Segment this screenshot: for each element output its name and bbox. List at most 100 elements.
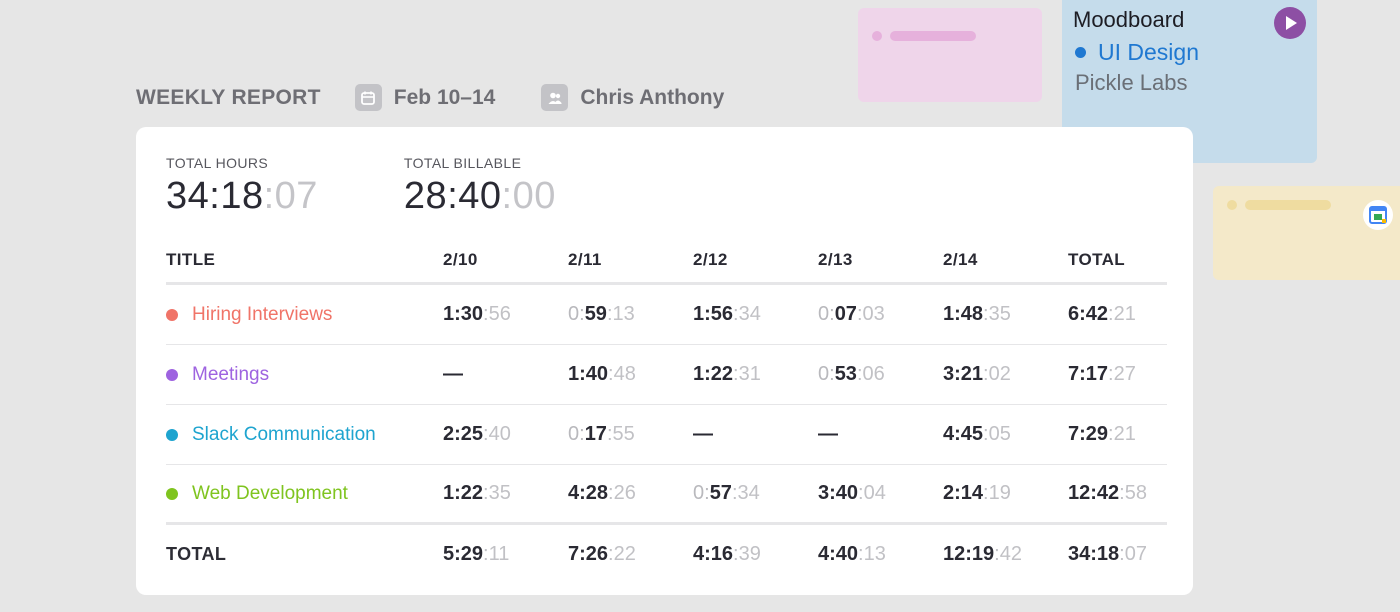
time-value: 4:28 (568, 482, 609, 504)
column-header[interactable]: 2/11 (568, 249, 602, 269)
entry-title: Moodboard (1073, 7, 1185, 32)
column-header[interactable]: 2/13 (818, 249, 853, 269)
table-row[interactable]: Hiring Interviews 1:30:56 0:59:13 1:56:34 0:… (166, 285, 1167, 345)
entry-project-name: UI Design (1098, 39, 1199, 65)
user-selector[interactable]: Chris Anthony (541, 84, 724, 111)
time-cell: 0:53:06 (818, 363, 943, 386)
time-seconds: :35 (983, 303, 1011, 325)
total-label: TOTAL (166, 543, 227, 564)
total-hours-value: 34:18:07 (166, 175, 318, 218)
time-cell: 1:40:48 (568, 363, 693, 386)
time-cell: 34:18:07 (1068, 543, 1167, 566)
column-header[interactable]: 2/12 (693, 249, 728, 269)
report-header: WEEKLY REPORT Feb 10–14 Chris Anthony (136, 84, 770, 111)
project-color-dot (166, 368, 178, 381)
time-cell: 4:28:26 (568, 482, 693, 505)
time-seconds: :06 (856, 363, 885, 385)
project-color-dot (1075, 47, 1086, 58)
time-cell: 1:22:35 (443, 482, 568, 505)
time-value: 1:22 (443, 482, 484, 504)
table-row[interactable]: Web Development 1:22:35 4:28:26 0:57:34 3:40… (166, 465, 1167, 525)
column-header[interactable]: 2/14 (943, 249, 978, 269)
time-hours: 0: (568, 423, 585, 445)
time-seconds: :40 (483, 423, 511, 445)
weekly-report-card: TOTAL HOURS 34:18:07 TOTAL BILLABLE 28:4… (136, 127, 1193, 595)
time-cell: 0:57:34 (693, 482, 818, 505)
time-cell: 12:19:42 (943, 543, 1068, 566)
total-hours-main: 34:18 (166, 175, 264, 217)
placeholder-bar (1245, 200, 1331, 210)
project-name[interactable]: Meetings (192, 363, 270, 385)
time-seconds: :11 (483, 542, 510, 565)
time-seconds: :58 (1119, 482, 1147, 504)
time-seconds: :34 (731, 482, 760, 504)
column-header[interactable]: TITLE (166, 249, 216, 269)
total-billable-value: 28:40:00 (404, 175, 556, 218)
report-title: WEEKLY REPORT (136, 85, 321, 109)
time-cell: — (443, 363, 568, 386)
time-value: 1:22 (693, 363, 734, 385)
time-seconds: :13 (606, 303, 635, 325)
project-cell: Slack Communication (166, 424, 443, 446)
project-name[interactable]: Hiring Interviews (192, 303, 333, 325)
time-cell: 3:40:04 (818, 482, 943, 505)
date-range-selector[interactable]: Feb 10–14 (354, 84, 496, 111)
column-header[interactable]: TOTAL (1068, 249, 1126, 269)
time-cell: 1:56:34 (693, 303, 818, 326)
total-hours-seconds: :07 (263, 175, 318, 217)
time-value: 3:21 (943, 363, 984, 385)
project-cell: Meetings (166, 364, 443, 386)
date-range-label: Feb 10–14 (393, 85, 496, 109)
time-value: 2:25 (443, 423, 484, 445)
time-cell: 0:07:03 (818, 303, 943, 326)
time-seconds: :42 (994, 542, 1022, 565)
empty-dash: — (693, 423, 713, 445)
time-seconds: :31 (733, 363, 761, 385)
time-cell: 7:17:27 (1068, 363, 1167, 386)
time-value: 07 (834, 303, 857, 325)
time-value: 5:29 (443, 542, 484, 565)
time-seconds: :03 (856, 303, 885, 325)
time-seconds: :55 (606, 423, 635, 445)
time-seconds: :19 (983, 482, 1011, 504)
time-value: 12:19 (943, 542, 995, 565)
placeholder-bar (890, 31, 976, 41)
time-value: 7:17 (1068, 363, 1109, 385)
time-hours: 0: (568, 303, 585, 325)
user-icon (541, 84, 569, 111)
total-billable-main: 28:40 (403, 175, 502, 217)
table-row[interactable]: Meetings —1:40:48 1:22:31 0:53:06 3:21:02 7:1… (166, 345, 1167, 405)
placeholder-dot (872, 31, 882, 41)
time-cell: 12:42:58 (1068, 482, 1167, 505)
time-value: 57 (709, 482, 732, 504)
time-cell: 2:14:19 (943, 482, 1068, 505)
time-seconds: :34 (733, 303, 761, 325)
time-value: 12:42 (1068, 482, 1120, 504)
time-seconds: :22 (608, 542, 636, 565)
time-cell: 1:30:56 (443, 303, 568, 326)
time-value: 6:42 (1068, 303, 1109, 325)
column-header[interactable]: 2/10 (443, 249, 478, 269)
time-seconds: :56 (483, 303, 511, 325)
time-cell: 2:25:40 (443, 423, 568, 446)
time-cell: 1:48:35 (943, 303, 1068, 326)
time-cell: 7:29:21 (1068, 423, 1167, 446)
time-seconds: :04 (858, 482, 886, 504)
total-hours-block: TOTAL HOURS 34:18:07 (166, 155, 318, 218)
project-cell: Web Development (166, 483, 443, 505)
background-entry-card-yellow (1213, 186, 1400, 280)
play-icon[interactable] (1274, 7, 1306, 39)
user-name: Chris Anthony (580, 85, 725, 109)
project-name[interactable]: Slack Communication (192, 423, 376, 445)
time-hours: 0: (818, 303, 835, 325)
table-row[interactable]: Slack Communication 2:25:40 0:17:55— —4:45:… (166, 405, 1167, 465)
time-cell: 5:29:11 (443, 543, 568, 566)
time-value: 59 (584, 303, 607, 325)
time-cell: 4:45:05 (943, 423, 1068, 446)
project-name[interactable]: Web Development (192, 482, 348, 504)
total-hours-label: TOTAL HOURS (166, 155, 269, 171)
time-seconds: :21 (1108, 423, 1136, 445)
google-calendar-icon[interactable] (1363, 200, 1393, 230)
time-cell: 4:40:13 (818, 543, 943, 566)
time-value: 34:18 (1068, 542, 1120, 565)
